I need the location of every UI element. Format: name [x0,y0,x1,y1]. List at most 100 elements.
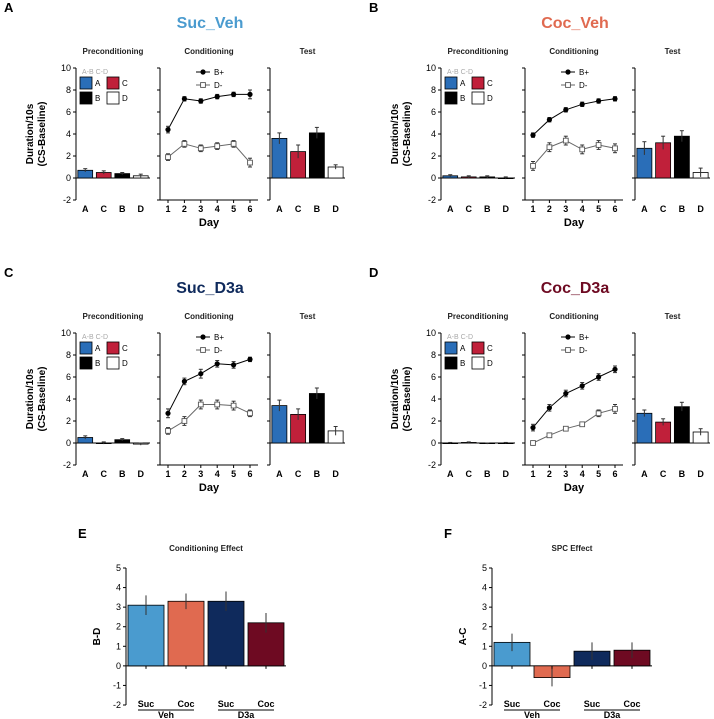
panel-E-bar-0 [127,604,165,667]
panel-F-group-label: Veh [524,710,540,719]
panel-B-cond-legend-marker-D- [565,82,571,88]
panel-C-precond-legend-label-C: C [122,344,128,353]
panel-D-cond-xtick-label: 5 [596,469,601,479]
panel-A-cond-legend-marker-B+ [200,69,206,75]
panel-C-cond-xtick-label: 6 [247,469,252,479]
panel-A-precond-legend-swatch-D [106,91,120,105]
panel-C-test-xtick-A: A [276,469,283,479]
panel-B-precond-legend-label-A: A [460,79,466,88]
panel-D-precond-legend-swatch-A [444,341,458,355]
panel-D-cond-point-B+ [546,405,553,411]
panel-B-cond-point-B+ [563,107,569,113]
panel-A-precond-xtick-B: B [119,204,126,214]
panel-D-precond-xtick-B: B [484,469,491,479]
panel-B-cond-point-B+ [612,96,618,102]
panel-B-test-xtick-C: C [660,204,667,214]
panel-B-test-xtick-A: A [641,204,648,214]
panel-C-precond-title: Preconditioning [83,312,144,321]
panel-D-test-xtick-C: C [660,469,667,479]
panel-E-ytick-label: 4 [116,583,121,593]
panel-A-precond-ytick-label: 8 [66,85,71,95]
panel-A-precond-legend-label-D: D [122,94,128,103]
panel-E-category-label: Coc [257,699,274,709]
panel-E-title: Conditioning Effect [169,544,243,553]
panel-B-precond-title: Preconditioning [448,47,509,56]
panel-B-precond-ytick-label: 10 [426,63,436,73]
panel-F-ylabel-line: A-C [458,628,469,646]
panel-A-precond-legend-swatch-B [79,91,93,105]
panel-A-test-title: Test [300,47,316,56]
panel-A-cond-legend-marker-D- [200,82,206,88]
panel-F-ytick-label: 5 [482,563,487,573]
panel-D-precond-legend-swatch-B [444,356,458,370]
panel-C-precond-legend-label-B: B [95,359,100,368]
panel-B-cond-point-D- [579,146,586,153]
panel-F-category-label: Coc [623,699,640,709]
panel-F-ytick-label: -1 [479,680,487,690]
panel-D-precond-ytick-label: 6 [431,372,436,382]
panel-A-precond-ytick-label: 4 [66,129,71,139]
panel-F-ytick-label: 2 [482,622,487,632]
panel-A-cond-point-B+ [181,96,187,102]
panel-D-precond-legend-header: A-B C-D [447,334,473,341]
panel-B-cond-title: Conditioning [549,47,598,56]
panel-D-cond-legend-marker-B+ [565,334,571,340]
panel-C-precond-xtick-B: B [119,469,126,479]
panel-B-test-xtick-B: B [679,204,686,214]
panel-A-cond-xtick-label: 5 [231,204,236,214]
panel-F-ylabel: A-C [458,628,469,646]
panel-B-precond-ytick-label: -2 [428,195,436,205]
panel-C-cond-point-B+ [181,378,187,384]
panel-A-precond-ytick-label: 2 [66,151,71,161]
panel-D-cond-legend-label-D-: D- [579,346,588,355]
panel-C-cond-point-B+ [198,371,204,377]
panel-D-ylabel-line: (CS-Baseline) [402,366,413,431]
panel-C-cond-series-line-D- [167,404,251,432]
panel-C-cond-point-B+ [231,362,237,368]
panel-A-test-bar-B [308,132,325,179]
panel-C-precond-xtick-D: D [138,469,145,479]
panel-B-cond-point-D- [562,137,569,144]
panel-A-letter: A [4,0,14,15]
panel-F-category-label: Suc [584,699,601,709]
panel-B-cond-point-B+ [579,101,585,107]
panel-A-cond-legend-label-D-: D- [214,81,223,90]
panel-C-letter: C [4,265,14,280]
panel-A-cond-point-D- [247,159,253,166]
panel-C-test-xtick-D: D [332,469,339,479]
panel-C-precond-legend-swatch-C [106,341,120,355]
panel-D-test-xtick-B: B [679,469,686,479]
panel-C-cond-xtick-label: 2 [182,469,187,479]
panel-D-precond-legend-swatch-D [471,356,485,370]
panel-B-cond-xtick-label: 6 [612,204,617,214]
panel-A-cond-point-D- [165,154,171,160]
panel-B-cond-xtick-label: 1 [530,204,535,214]
panel-C-precond-legend-swatch-B [79,356,93,370]
panel-A-ylabel: Duration/10s(CS-Baseline) [25,101,48,166]
panel-D-letter: D [369,265,378,280]
panel-A-precond-legend-label-B: B [95,94,100,103]
panel-B-precond-ytick-label: 6 [431,107,436,117]
panel-C-precond-legend-header: A-B C-D [82,334,108,341]
panel-B-precond-xtick-C: C [466,204,473,214]
panel-B-cond-xtick-label: 3 [563,204,568,214]
panel-D-test-bar-A [636,412,653,444]
panel-C-cond-point-D- [247,410,253,417]
panel-E-ytick-label: 5 [116,563,121,573]
panel-B-precond-legend-swatch-B [444,91,458,105]
panel-E-letter: E [78,526,87,541]
panel-C-cond-xtick-label: 1 [165,469,170,479]
panel-B-cond-legend-label-B+: B+ [579,68,589,77]
panel-E-ytick-label: 0 [116,661,121,671]
panel-A-cond-xtick-label: 3 [198,204,203,214]
panel-B-cond-series-line-B+ [532,98,616,136]
panel-D-precond-legend-label-A: A [460,344,466,353]
panel-B-precond-ytick-label: 0 [431,173,436,183]
panel-A-test-xtick-A: A [276,204,283,214]
panel-A-precond-xtick-D: D [138,204,145,214]
panel-B-cond-legend-marker-B+ [565,69,571,75]
panel-B-cond-legend-label-D-: D- [579,81,588,90]
panel-D-precond-xtick-C: C [466,469,473,479]
panel-B-precond-xtick-D: D [503,204,510,214]
